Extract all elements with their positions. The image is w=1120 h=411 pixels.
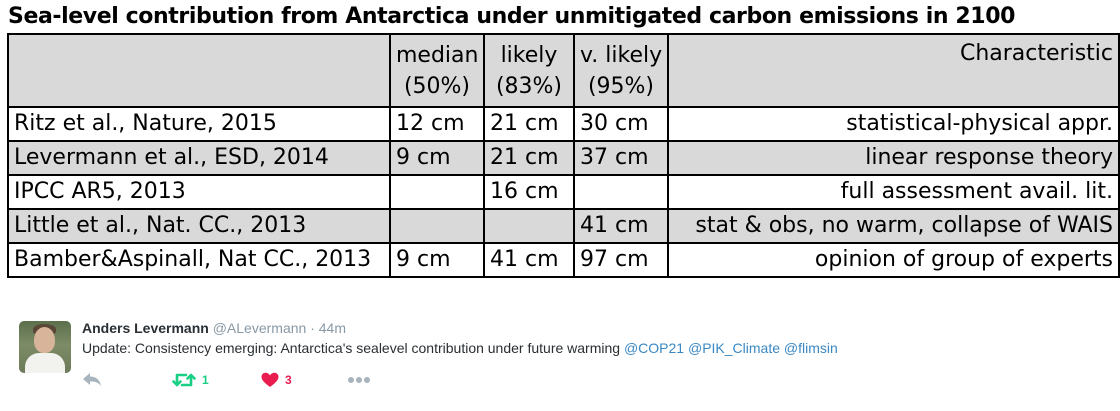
table-row: Little et al., Nat. CC., 2013 41 cm stat &… (7, 208, 1120, 244)
avatar-face (34, 327, 55, 353)
table-title: Sea-level contribution from Antarctica u… (8, 4, 1016, 29)
table-header-row: median (50%) likely (83%) v. likely (95%) C… (7, 33, 1120, 108)
cell-likely: 16 cm (483, 174, 575, 210)
like-count: 3 (285, 373, 292, 387)
header-median-line1: median (396, 42, 479, 68)
attached-image[interactable]: Sea-level contribution from Antarctica u… (0, 0, 1120, 292)
tweet-separator: · (306, 320, 319, 336)
tweet-timestamp[interactable]: 44m (318, 320, 346, 336)
cell-very-likely: 30 cm (573, 106, 669, 142)
retweet-button[interactable]: 1 (172, 370, 209, 390)
retweet-icon (172, 373, 196, 387)
like-button[interactable]: 3 (261, 370, 292, 390)
header-likely: likely (83%) (483, 33, 575, 108)
cell-likely: 21 cm (483, 106, 575, 142)
avatar[interactable] (19, 321, 71, 373)
cell-median (389, 174, 485, 210)
cell-characteristic: linear response theory (667, 140, 1120, 176)
table-row: Levermann et al., ESD, 2014 9 cm 21 cm 37 c… (7, 140, 1120, 176)
heart-icon (261, 372, 279, 387)
header-very-likely-line2: (95%) (587, 73, 655, 99)
cell-likely: 21 cm (483, 140, 575, 176)
header-median-line2: (50%) (403, 73, 471, 99)
cell-source: Little et al., Nat. CC., 2013 (7, 208, 391, 244)
avatar-shirt (25, 353, 65, 373)
header-very-likely-line1: v. likely (580, 42, 663, 68)
header-very-likely: v. likely (95%) (573, 33, 669, 108)
cell-characteristic: full assessment avail. lit. (667, 174, 1120, 210)
cell-source: Bamber&Aspinall, Nat CC., 2013 (7, 242, 391, 278)
reply-icon (83, 373, 101, 386)
cell-source: IPCC AR5, 2013 (7, 174, 391, 210)
more-button[interactable] (347, 370, 371, 390)
cell-source: Levermann et al., ESD, 2014 (7, 140, 391, 176)
cell-characteristic: opinion of group of experts (667, 242, 1120, 278)
cell-median: 9 cm (389, 242, 485, 278)
table-row: Ritz et al., Nature, 2015 12 cm 21 cm 30 cm… (7, 106, 1120, 142)
more-icon (348, 377, 370, 383)
tweet: Anders Levermann @ALevermann · 44m Updat… (0, 292, 1120, 411)
header-median: median (50%) (389, 33, 485, 108)
mention-cop21[interactable]: @COP21 (623, 340, 685, 356)
header-likely-line1: likely (500, 42, 558, 68)
tweet-text: Update: Consistency emerging: Antarctica… (82, 340, 838, 356)
table-row: Bamber&Aspinall, Nat CC., 2013 9 cm 41 cm 9… (7, 242, 1120, 278)
cell-source: Ritz et al., Nature, 2015 (7, 106, 391, 142)
author-name[interactable]: Anders Levermann (82, 320, 209, 336)
header-characteristic: Characteristic (667, 33, 1120, 108)
reply-button[interactable] (82, 370, 102, 390)
cell-characteristic: statistical-physical appr. (667, 106, 1120, 142)
table-row: IPCC AR5, 2013 16 cm full assessment avail… (7, 174, 1120, 210)
cell-median: 12 cm (389, 106, 485, 142)
cell-very-likely: 97 cm (573, 242, 669, 278)
mention-pik-climate[interactable]: @PIK_Climate (687, 340, 781, 356)
cell-very-likely: 41 cm (573, 208, 669, 244)
cell-characteristic: stat & obs, no warm, collapse of WAIS (667, 208, 1120, 244)
retweet-count: 1 (202, 373, 209, 387)
sea-level-table: median (50%) likely (83%) v. likely (95%) C… (7, 33, 1120, 278)
cell-median (389, 208, 485, 244)
cell-very-likely (573, 174, 669, 210)
author-handle[interactable]: @ALevermann (212, 320, 307, 336)
header-likely-line2: (83%) (495, 73, 563, 99)
header-source (7, 33, 391, 108)
cell-likely (483, 208, 575, 244)
tweet-body: Update: Consistency emerging: Antarctica… (82, 340, 621, 356)
cell-very-likely: 37 cm (573, 140, 669, 176)
cell-likely: 41 cm (483, 242, 575, 278)
mention-flimsin[interactable]: @flimsin (783, 340, 838, 356)
tweet-header: Anders Levermann @ALevermann · 44m (82, 320, 346, 336)
cell-median: 9 cm (389, 140, 485, 176)
